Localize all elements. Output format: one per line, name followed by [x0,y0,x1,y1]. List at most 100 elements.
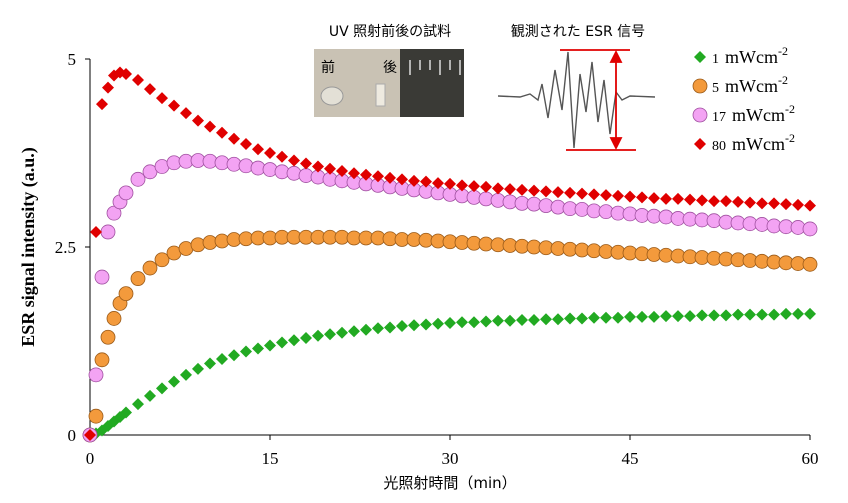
point [456,316,468,329]
point [516,313,528,326]
point [154,252,170,268]
point [106,311,122,326]
point [468,316,480,329]
point [636,191,648,204]
point [96,98,108,111]
x-tick-label: 30 [442,449,459,468]
legend-name: 5 [712,81,719,96]
point [696,309,708,322]
legend-marker [692,78,708,94]
point [648,310,660,323]
point [396,319,408,332]
point [190,237,206,253]
point [300,331,312,344]
point [384,171,396,184]
point [720,195,732,208]
point [588,188,600,201]
legend-marker [692,107,708,123]
point [130,271,146,286]
point [132,398,144,411]
point [144,389,156,402]
point [564,186,576,199]
point [492,182,504,195]
point [360,323,372,336]
point [120,68,132,81]
point [312,329,324,342]
point [480,315,492,328]
inset-title: UV 照射前後の試料 [329,23,451,40]
x-tick-label: 0 [86,449,95,468]
point [84,429,96,441]
point [768,308,780,321]
legend-name: 17 [712,110,726,125]
point [660,310,672,323]
esr-arrow [560,49,636,151]
legend-unit: mWcm [725,47,778,67]
legend-marker [694,138,706,150]
point [802,221,818,237]
point [312,160,324,173]
x-tick-label: 45 [622,449,639,468]
point [732,308,744,321]
legend-label: 80 mWcm-2 [712,131,795,154]
point [88,367,104,383]
point [612,189,624,202]
point [156,382,168,395]
point [540,185,552,198]
point [420,318,432,331]
point [780,307,792,320]
point [480,180,492,193]
point [168,375,180,388]
inset-label: 前 [321,59,335,76]
point [324,328,336,341]
point [792,307,804,320]
point [756,308,768,321]
point [252,143,264,156]
point [528,313,540,326]
legend-label: 17 mWcm-2 [712,102,795,125]
point [240,137,252,150]
point [504,183,516,196]
point [120,406,132,419]
point [684,193,696,206]
legend-name: 1 [712,52,719,67]
point [504,314,516,327]
point [600,311,612,324]
point [768,197,780,210]
y-tick-label: 5 [68,50,77,69]
legend-marker [694,51,706,63]
point [130,171,146,187]
y-tick-label: 0 [68,426,77,445]
point [180,107,192,120]
legend-label: 1 mWcm-2 [712,44,788,67]
point [192,114,204,127]
point [384,321,396,334]
point [432,317,444,330]
point [612,311,624,324]
point [118,185,134,201]
point [100,329,116,345]
point [588,311,600,324]
legend-name: 80 [712,139,726,154]
point [468,180,480,193]
point [802,256,818,272]
point [600,189,612,202]
point [180,368,192,381]
point [660,192,672,205]
point [576,312,588,325]
y-axis-label: ESR signal intensity (a.u.) [18,147,39,347]
point [780,198,792,211]
point [252,342,264,355]
point [708,309,720,322]
point [360,168,372,181]
point [804,307,816,320]
point [720,309,732,322]
point [94,269,110,285]
point [228,349,240,362]
point [492,314,504,327]
point [204,357,216,370]
point [192,362,204,375]
point [564,312,576,325]
point [516,183,528,196]
